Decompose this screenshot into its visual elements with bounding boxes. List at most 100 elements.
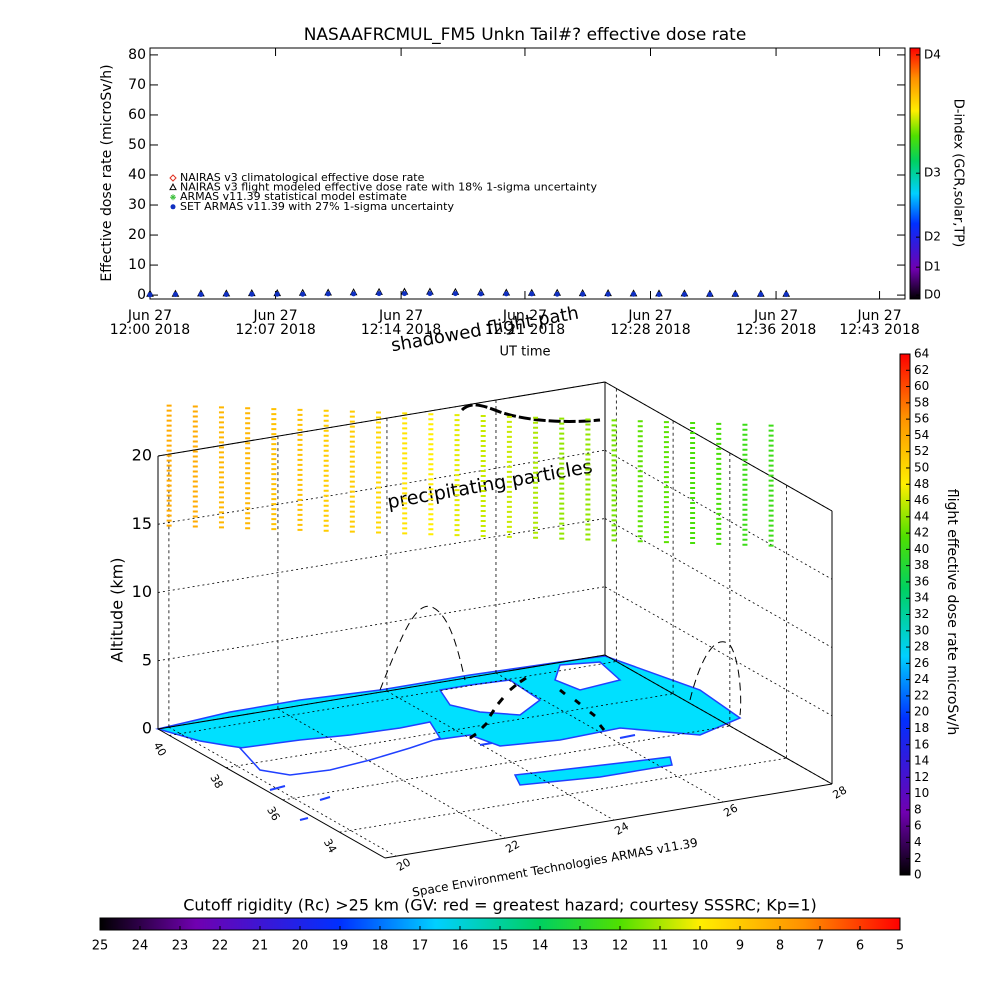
- legend-label: ARMAS v11.39 statistical model estimate: [180, 190, 407, 203]
- x-tick-label: 22: [503, 838, 522, 856]
- z-tick-label: 15: [132, 514, 152, 533]
- colorbar-label: D-index (GCR,solar,TP): [951, 99, 966, 247]
- marker: [427, 291, 433, 297]
- marker: [223, 291, 229, 297]
- colorbar-tick-label: 22: [914, 688, 929, 702]
- legend-label: SET ARMAS v11.39 with 27% 1-sigma uncert…: [180, 200, 454, 213]
- marker: [169, 174, 177, 182]
- grid-line: [339, 757, 787, 833]
- legend-label: NAIRAS v3 climatological effective dose …: [180, 171, 425, 184]
- grid-line: [157, 586, 606, 662]
- marker: [503, 291, 509, 297]
- colorbar-tick-label: 20: [292, 939, 309, 954]
- colorbar-title: Cutoff rigidity (Rc) >25 km (GV: red = g…: [183, 896, 817, 915]
- marker: [631, 291, 637, 297]
- colorbar-tick-label: 9: [736, 939, 744, 954]
- x-tick-label: 12:07 2018: [235, 322, 315, 338]
- colorbar-tick-label: 18: [372, 939, 389, 954]
- y-tick-label: 30: [128, 197, 146, 213]
- x-tick-label: Jun 27: [127, 308, 172, 324]
- x-tick-label: Jun 27: [252, 308, 297, 324]
- colorbar-tick-label: D4: [924, 47, 941, 61]
- colorbar-tick-label: 10: [914, 786, 929, 800]
- x-tick-label: Jun 27: [502, 308, 547, 324]
- marker: [732, 291, 738, 297]
- colorbar-tick-label: 12: [914, 770, 929, 784]
- colorbar-tick-label: 14: [914, 754, 929, 768]
- marker: [758, 291, 764, 297]
- colorbar-tick-label: D1: [924, 260, 941, 274]
- colorbar-tick-label: 2: [914, 851, 922, 865]
- marker: [605, 291, 611, 297]
- colorbar-tick-label: 25: [92, 939, 109, 954]
- colorbar-tick-label: 11: [652, 939, 669, 954]
- y-tick-label: 20: [128, 227, 146, 243]
- colorbar-tick-label: 8: [776, 939, 784, 954]
- grid-line: [157, 449, 606, 525]
- x-tick-label: Jun 27: [627, 308, 672, 324]
- colorbar-tick-label: 19: [332, 939, 349, 954]
- colorbar-tick-label: 7: [816, 939, 824, 954]
- marker: [170, 194, 176, 201]
- marker: [274, 291, 280, 297]
- x-tick-label: Jun 27: [856, 308, 901, 324]
- colorbar-label: flight effective dose rate microSv/h: [944, 489, 960, 735]
- x-tick-label: Jun 27: [378, 308, 423, 324]
- colorbar-tick-label: 15: [492, 939, 509, 954]
- colorbar-tick-label: 38: [914, 558, 929, 572]
- y-tick-label: 80: [128, 47, 146, 63]
- grid-line: [168, 726, 397, 857]
- colorbar-tick-label: D2: [924, 230, 941, 244]
- grid-line: [169, 661, 617, 736]
- marker: [529, 291, 535, 297]
- marker: [554, 291, 560, 297]
- marker: [580, 291, 586, 297]
- x-tick-label: Jun 27: [753, 308, 798, 324]
- box-edge: [384, 783, 833, 859]
- y-tick-label: 38: [207, 772, 225, 791]
- colorbar-tick-label: 54: [914, 428, 929, 442]
- marker: [783, 291, 789, 297]
- grid-line: [386, 690, 615, 821]
- x-tick-label: 12:43 2018: [839, 322, 919, 338]
- grid-line: [604, 586, 833, 717]
- z-tick-label: 10: [132, 582, 152, 601]
- marker: [376, 291, 382, 297]
- colorbar-tick-label: 62: [914, 363, 929, 377]
- colorbar-tick-label: D0: [924, 288, 941, 302]
- x-tick-label: 12:21 2018: [485, 322, 565, 338]
- y-tick-label: 34: [321, 837, 339, 856]
- legend-label: NAIRAS v3 flight modeled effective dose …: [180, 181, 597, 194]
- z-tick-label: 20: [132, 446, 152, 465]
- colorbar-tick-label: 10: [692, 939, 709, 954]
- marker: [325, 291, 331, 297]
- z-tick-label: 5: [142, 650, 152, 669]
- colorbar-tick-label: 42: [914, 526, 929, 540]
- colorbar-tick-label: 16: [914, 737, 929, 751]
- colorbar-tick-label: 52: [914, 444, 929, 458]
- grid-line: [495, 672, 724, 803]
- colorbar-tick-label: 32: [914, 607, 929, 621]
- colorbar-tick-label: 13: [572, 939, 589, 954]
- marker: [170, 204, 176, 210]
- y-tick-label: 36: [264, 804, 282, 823]
- colorbar-tick-label: 21: [252, 939, 269, 954]
- marker: [656, 291, 662, 297]
- marker: [351, 291, 357, 297]
- x-tick-label: 12:00 2018: [110, 322, 190, 338]
- colorbar-tick-label: 64: [914, 347, 929, 361]
- grid-line: [157, 654, 606, 730]
- y-tick-label: 70: [128, 77, 146, 93]
- x-tick-label: 28: [830, 783, 849, 801]
- colorbar-tick-label: 34: [914, 591, 929, 605]
- colorbar-tick-label: 48: [914, 477, 929, 491]
- grid-line: [157, 518, 606, 593]
- colorbar-tick-label: 12: [612, 939, 629, 954]
- colorbar-tick-label: 50: [914, 460, 929, 474]
- colorbar-tick-label: 30: [914, 623, 929, 637]
- marker: [172, 291, 178, 297]
- colorbar-tick-label: 44: [914, 509, 929, 523]
- x-tick-label: 24: [612, 820, 631, 838]
- marker: [478, 291, 484, 297]
- marker: [198, 291, 204, 297]
